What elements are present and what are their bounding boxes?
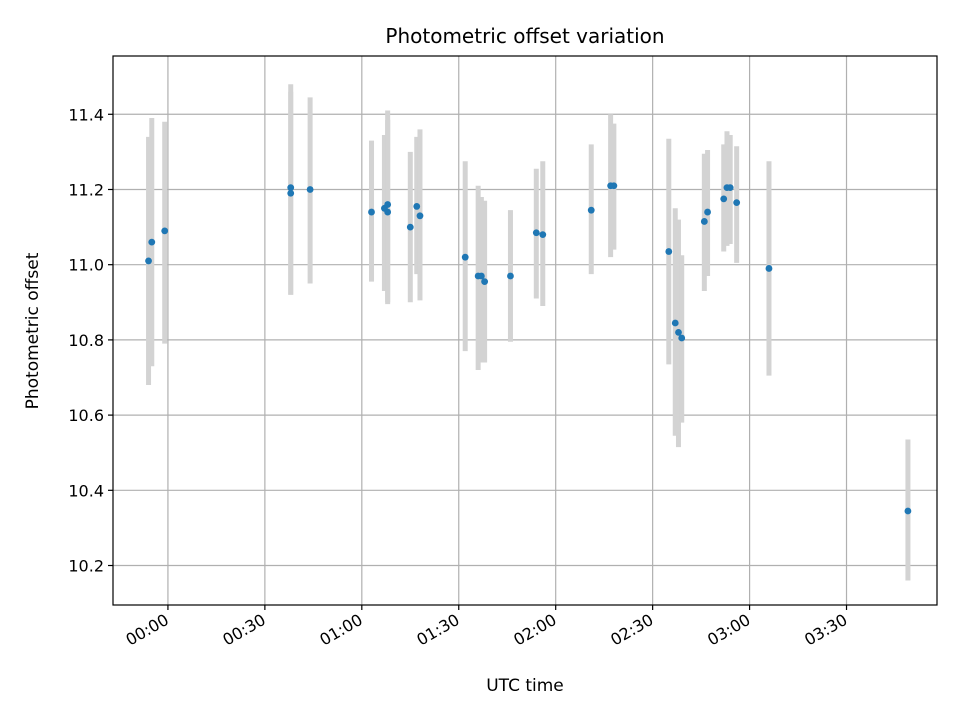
y-axis-label: Photometric offset — [23, 252, 43, 409]
data-point — [671, 319, 679, 327]
data-point — [384, 201, 392, 208]
y-tick-label: 11.0 — [68, 256, 104, 275]
data-point — [306, 186, 314, 193]
data-point — [678, 334, 686, 342]
data-point — [700, 218, 708, 225]
data-point — [368, 208, 375, 216]
data-point — [384, 208, 392, 216]
data-point — [145, 257, 152, 265]
data-point — [481, 278, 489, 286]
data-point — [287, 189, 295, 197]
y-tick-label: 10.8 — [68, 331, 104, 350]
data-point — [477, 272, 485, 280]
y-tick-label: 11.2 — [68, 180, 104, 199]
y-tick-label: 10.4 — [68, 481, 104, 500]
data-point — [148, 238, 156, 246]
data-point — [610, 182, 618, 190]
y-tick-label: 11.4 — [68, 105, 104, 124]
data-point — [161, 227, 169, 235]
data-point — [587, 206, 595, 214]
grid — [113, 56, 937, 605]
data-point — [416, 212, 424, 220]
data-point — [733, 199, 741, 207]
data-point — [765, 265, 773, 272]
data-point — [287, 184, 295, 192]
plot-frame — [112, 55, 938, 606]
data-point — [704, 208, 711, 216]
data-point — [726, 184, 734, 192]
data-point — [539, 231, 547, 239]
x-axis-label: UTC time — [486, 676, 564, 696]
y-tick-label: 10.2 — [68, 557, 104, 576]
y-axis-ticks: 10.2 10.4 10.6 10.8 11.0 11.2 11.4 — [68, 105, 113, 576]
data-points — [145, 182, 912, 515]
data-point — [675, 328, 682, 336]
data-point — [461, 253, 469, 261]
y-tick-label: 10.6 — [68, 406, 104, 425]
data-point — [665, 248, 673, 255]
chart-title: Photometric offset variation — [385, 24, 664, 48]
data-point — [406, 223, 414, 231]
data-point — [532, 229, 540, 237]
data-point — [507, 272, 514, 280]
data-point — [904, 507, 912, 515]
data-point — [413, 203, 421, 210]
data-point — [720, 195, 728, 203]
